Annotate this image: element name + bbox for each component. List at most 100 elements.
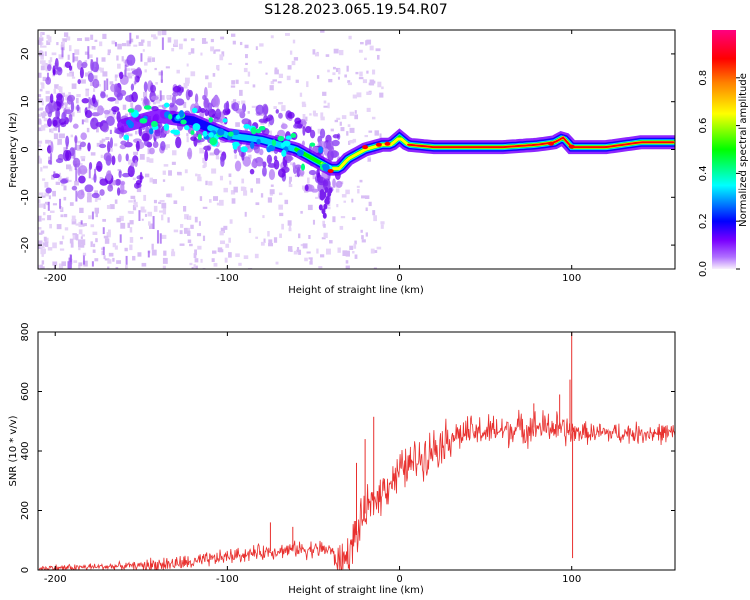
spectrogram-blob xyxy=(77,79,82,85)
spectrogram-noise xyxy=(46,202,50,206)
spectrogram-noise xyxy=(148,223,154,229)
spectrogram-blob xyxy=(294,164,302,170)
spectrogram-blob xyxy=(120,181,125,194)
spectrogram-noise xyxy=(43,118,48,122)
colorbar-tick-label: 0.2 xyxy=(698,213,709,229)
spectrogram-noise xyxy=(348,140,351,145)
spectrogram-peak xyxy=(296,149,304,157)
spectrogram-noise xyxy=(250,188,253,193)
spectrogram-noise xyxy=(374,130,379,136)
spectrogram-noise xyxy=(120,222,126,229)
spectrogram-noise xyxy=(60,92,66,97)
spectrogram-blob xyxy=(160,141,166,151)
spectrogram-noise xyxy=(117,63,121,69)
spectrogram-blob xyxy=(109,137,113,149)
spectrogram-noise xyxy=(78,229,83,235)
spectrogram-noise xyxy=(323,105,329,108)
spectrogram-noise xyxy=(168,170,172,176)
spectrogram-noise xyxy=(40,245,45,249)
top-y-axis-label: Frequency (Hz) xyxy=(8,112,19,188)
spectrogram-noise xyxy=(232,40,236,45)
spectrogram-noise xyxy=(63,213,68,218)
spectrogram-noise xyxy=(161,234,167,239)
spectrogram-noise xyxy=(294,174,298,177)
spectrogram-noise xyxy=(64,227,69,231)
spectrogram-noise xyxy=(368,82,374,86)
spectrogram-noise xyxy=(110,112,115,119)
top-y-tick-label: -20 xyxy=(20,237,31,253)
spectrogram-noise xyxy=(60,44,64,50)
spectrogram-noise xyxy=(379,92,384,98)
spectrogram-noise xyxy=(278,192,283,196)
spectrogram-noise xyxy=(320,30,325,33)
spectrogram-noise xyxy=(322,91,327,96)
spectrogram-noise xyxy=(39,192,44,196)
spectrogram-noise xyxy=(244,211,247,217)
spectrogram-noise xyxy=(247,111,250,114)
spectrogram-streak xyxy=(82,255,85,265)
spectrogram-streak xyxy=(74,136,77,150)
spectrogram-noise xyxy=(70,134,73,138)
spectrogram-noise xyxy=(42,266,45,269)
spectrogram-noise xyxy=(354,114,359,120)
spectrogram-noise xyxy=(217,247,223,253)
spectrogram-noise xyxy=(273,237,278,243)
spectrogram-blob xyxy=(207,102,213,112)
spectrogram-noise xyxy=(348,35,352,40)
spectrogram-noise xyxy=(48,143,51,148)
spectrogram-streak xyxy=(160,70,163,83)
spectrogram-noise xyxy=(202,157,206,164)
spectrogram-noise xyxy=(140,98,144,101)
spectrogram-noise xyxy=(248,227,252,234)
top-x-tick-label: 0 xyxy=(396,273,402,284)
spectrogram-noise xyxy=(377,81,382,88)
spectrogram-blob xyxy=(118,170,122,178)
spectrogram-noise xyxy=(43,123,49,128)
spectrogram-blob xyxy=(114,178,121,186)
spectrogram-blob xyxy=(112,180,117,186)
spectrogram-noise xyxy=(272,79,277,82)
spectrogram-noise xyxy=(172,150,177,156)
spectrogram-noise xyxy=(85,88,90,91)
spectrogram-noise xyxy=(44,201,50,204)
spectrogram-noise xyxy=(267,231,270,237)
spectrogram-noise xyxy=(148,221,151,226)
spectrogram-noise xyxy=(173,127,176,132)
spectrogram-noise xyxy=(75,234,79,240)
spectrogram-blob xyxy=(80,132,87,141)
spectrogram-blob xyxy=(68,113,73,123)
top-x-tick-label: 100 xyxy=(562,273,581,284)
spectrogram-noise xyxy=(49,210,55,213)
spectrogram-noise xyxy=(133,201,138,205)
spectrogram-blob xyxy=(103,152,112,162)
spectrogram-noise xyxy=(201,38,207,44)
spectrogram-noise xyxy=(179,230,183,235)
spectrogram-noise xyxy=(61,261,67,267)
spectrogram-blob xyxy=(297,123,303,129)
spectrogram-noise xyxy=(205,75,209,80)
spectrogram-noise xyxy=(90,81,95,87)
spectrogram-noise xyxy=(171,251,176,257)
spectrogram-noise xyxy=(38,127,43,132)
spectrogram-noise xyxy=(87,54,93,58)
spectrogram-noise xyxy=(183,82,188,89)
spectrogram-noise xyxy=(107,259,112,264)
spectrogram-streak xyxy=(65,145,68,150)
spectrogram-noise xyxy=(209,152,215,156)
spectrogram-noise xyxy=(212,250,217,254)
spectrogram-streak xyxy=(72,52,75,63)
spectrogram-noise xyxy=(352,94,358,99)
spectrogram-noise xyxy=(361,239,366,243)
spectrogram-noise xyxy=(134,204,138,208)
spectrogram-noise xyxy=(345,189,350,195)
spectrogram-noise xyxy=(352,217,356,221)
spectrogram-blob xyxy=(259,148,264,156)
spectrogram-blob xyxy=(116,187,121,196)
spectrogram-noise xyxy=(127,210,131,214)
spectrogram-peak xyxy=(191,107,198,114)
spectrogram-noise xyxy=(330,128,334,132)
spectrogram-noise xyxy=(57,138,62,145)
spectrogram-noise xyxy=(112,257,115,262)
spectrogram-noise xyxy=(158,201,162,204)
spectrogram-noise xyxy=(83,119,87,123)
